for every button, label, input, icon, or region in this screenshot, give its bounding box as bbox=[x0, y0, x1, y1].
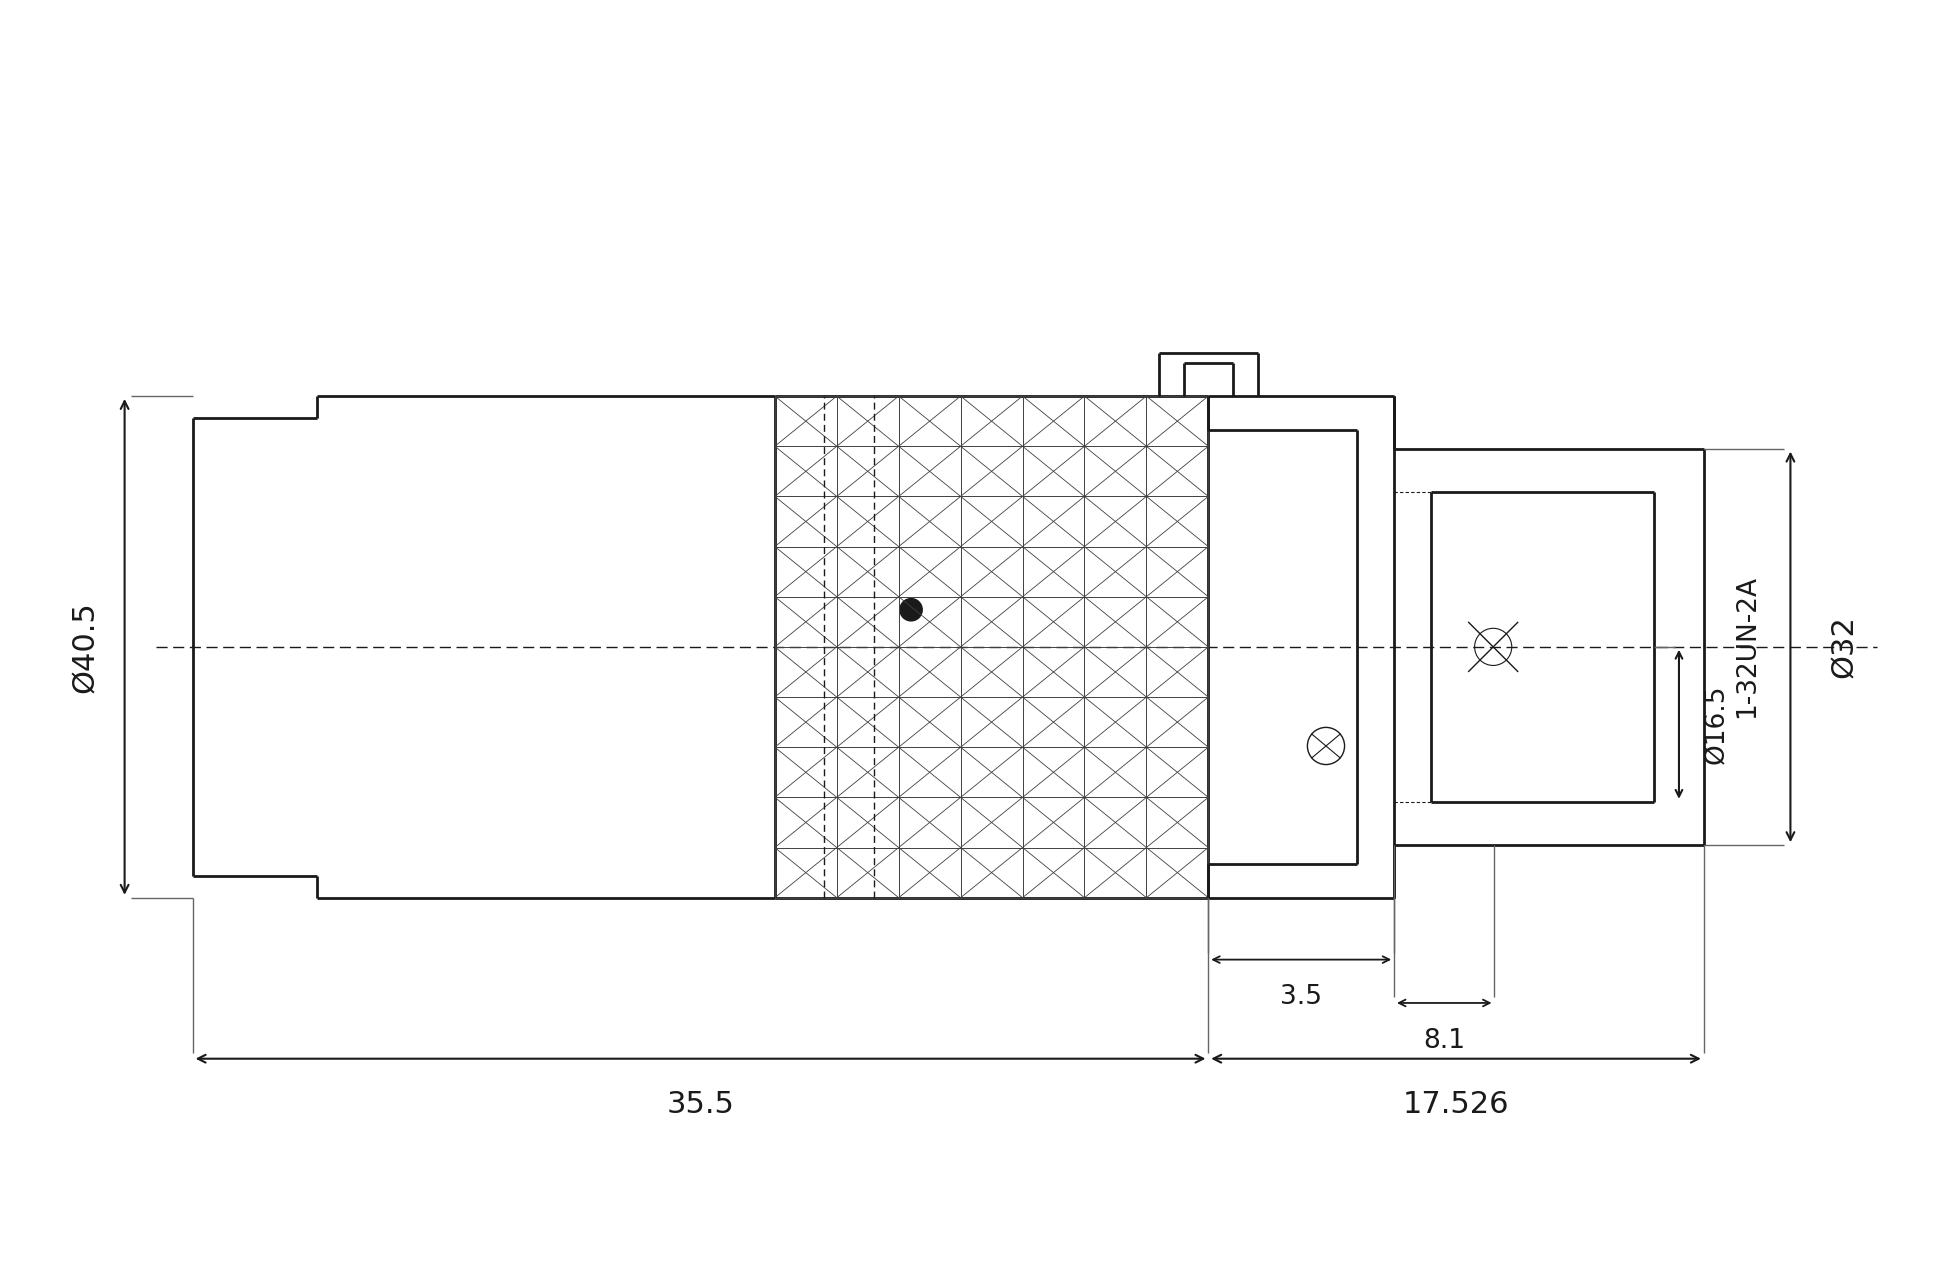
Text: 35.5: 35.5 bbox=[667, 1090, 734, 1119]
Text: Ø32: Ø32 bbox=[1829, 615, 1858, 679]
Circle shape bbox=[899, 599, 922, 621]
Text: 8.1: 8.1 bbox=[1423, 1028, 1465, 1053]
Text: Ø16.5: Ø16.5 bbox=[1705, 684, 1730, 764]
Text: 1-32UN-2A: 1-32UN-2A bbox=[1734, 575, 1759, 718]
Text: Ø40.5: Ø40.5 bbox=[70, 602, 99, 693]
Text: 3.5: 3.5 bbox=[1280, 985, 1321, 1010]
Text: 17.526: 17.526 bbox=[1403, 1090, 1510, 1119]
